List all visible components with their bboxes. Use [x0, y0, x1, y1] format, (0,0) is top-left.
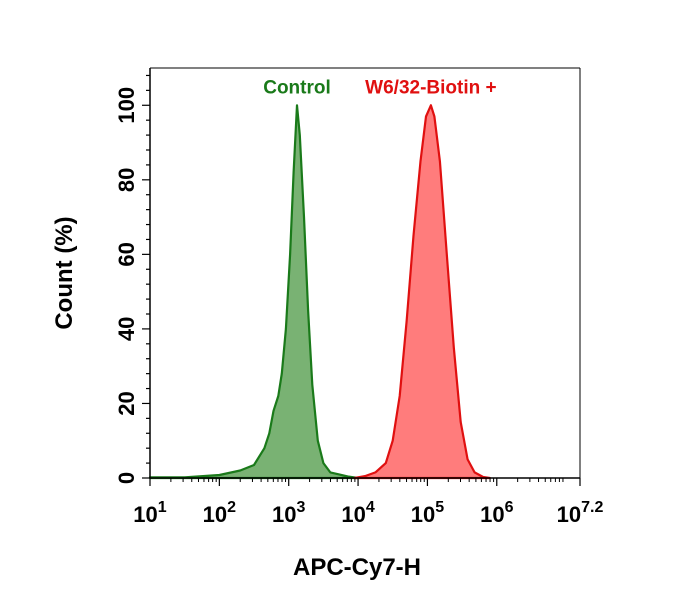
y-tick-label: 40 [114, 317, 139, 341]
x-tick-label: 101 [133, 499, 166, 527]
y-tick-label: 60 [114, 242, 139, 266]
x-tick-label: 102 [203, 499, 236, 527]
axes [142, 67, 581, 486]
x-tick-label: 107.2 [557, 499, 604, 527]
series-label-0: Control [263, 77, 331, 98]
x-tick-label: 103 [272, 499, 305, 527]
x-axis-title: APC-Cy7-H [293, 554, 421, 581]
series-area-0 [148, 104, 360, 480]
labels: Control W6/32-Biotin + 0 20 40 60 80 100 101 102 1… [51, 77, 603, 581]
series-label-1: W6/32-Biotin + [365, 77, 496, 98]
y-tick-label: 100 [114, 87, 139, 124]
y-tick-label: 0 [114, 472, 139, 484]
y-axis-title: Count (%) [51, 216, 78, 329]
y-tick-label: 80 [114, 168, 139, 192]
x-tick-label: 106 [480, 499, 513, 527]
y-tick-label: 20 [114, 391, 139, 415]
series-area-1 [353, 104, 491, 480]
x-tick-label: 105 [411, 499, 444, 527]
x-tick-label: 104 [341, 499, 374, 527]
series-layer [148, 104, 491, 480]
